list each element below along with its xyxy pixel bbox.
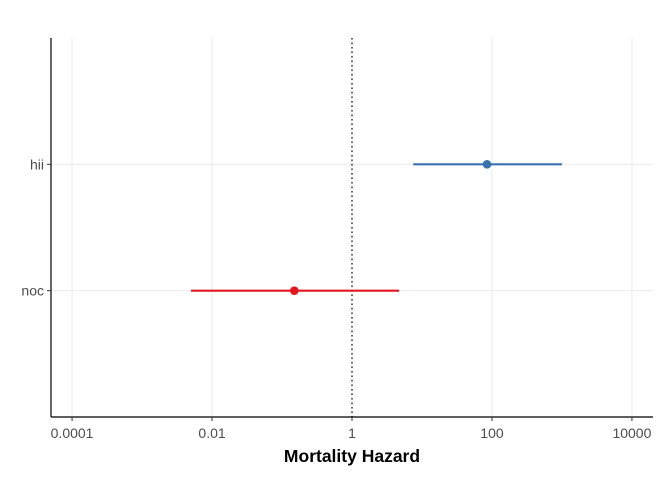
x-tick-label: 1 (348, 425, 356, 441)
marks-layer (190, 160, 562, 295)
x-tick-label: 0.01 (198, 425, 225, 441)
x-axis-title: Mortality Hazard (284, 446, 420, 466)
x-tick-label: 100 (480, 425, 504, 441)
x-tick-label: 0.0001 (51, 425, 94, 441)
y-tick-label: hii (30, 156, 44, 172)
point-estimate-noc (290, 286, 299, 295)
y-tick-label: noc (21, 283, 44, 299)
x-tick-label: 10000 (612, 425, 651, 441)
point-estimate-hii (482, 160, 492, 169)
axis-layer: 0.0001 0.01 1 100 10000 noc hii (21, 38, 653, 441)
